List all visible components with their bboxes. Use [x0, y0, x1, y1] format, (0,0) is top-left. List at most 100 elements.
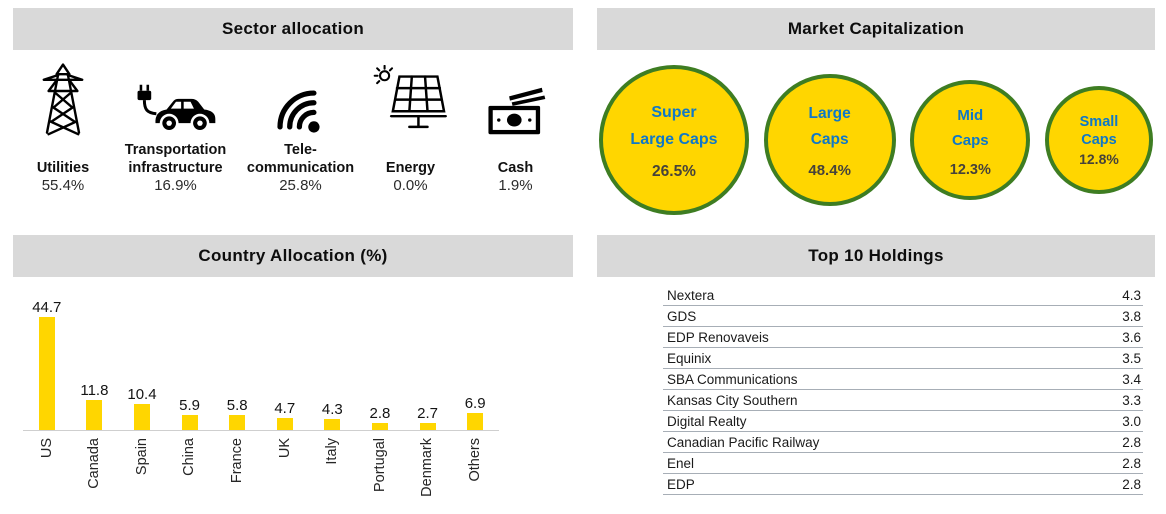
sector-item-percent: 1.9%: [498, 177, 533, 194]
bar-uk: [276, 418, 293, 430]
holding-row-edp: EDP 2.8: [663, 474, 1143, 495]
country-allocation-header: Country Allocation (%): [13, 235, 573, 277]
holding-row-gds: GDS 3.8: [663, 306, 1143, 327]
bar-portugal: [371, 423, 388, 430]
bar-value-label: 11.8: [80, 382, 109, 399]
bubble-percent: 12.8%: [1079, 151, 1119, 168]
holding-row-enel: Enel 2.8: [663, 453, 1143, 474]
sector-item-label: Energy: [385, 159, 436, 176]
top-holdings-table: Nextera 4.3 GDS 3.8 EDP Renovaveis 3.6 Equinix…: [663, 285, 1143, 495]
sector-item-label: Cash: [497, 159, 534, 176]
x-axis-label-us: US: [38, 438, 55, 459]
holding-row-sba-communications: SBA Communications 3.4: [663, 369, 1143, 390]
x-axis-label-china: China: [181, 438, 198, 476]
market-capitalization-panel: Market Capitalization Super Large Caps 26.…: [597, 8, 1155, 230]
bubble-label: Small Caps: [1079, 113, 1119, 148]
holding-row-kansas-city-southern: Kansas City Southern 3.3: [663, 390, 1143, 411]
bubble-percent: 12.3%: [949, 161, 991, 178]
holding-name: Digital Realty: [667, 413, 747, 429]
holding-weight: 3.5: [1122, 350, 1141, 366]
x-axis-label-spain: Spain: [133, 438, 150, 476]
sector-items-row: Utilities 55.4% Transportation infrastructu…: [13, 50, 573, 195]
bar-value-label: 44.7: [32, 299, 62, 316]
bar-value-label: 4.7: [274, 400, 296, 417]
bar-spain: [133, 404, 150, 430]
holding-weight: 4.3: [1122, 287, 1141, 303]
bar-denmark: [419, 423, 436, 430]
bubble-label: Mid Caps: [951, 106, 989, 150]
bar-slot-italy: 4.3: [309, 401, 357, 430]
holding-name: Kansas City Southern: [667, 392, 798, 408]
bar-value-label: 4.3: [321, 401, 343, 418]
bubble-label: Large Caps: [808, 104, 851, 148]
transmission-tower-icon: [39, 62, 87, 136]
bar-slot-uk: 4.7: [261, 400, 309, 430]
sector-item-percent: 55.4%: [41, 177, 85, 194]
holding-weight: 2.8: [1122, 434, 1141, 450]
top-holdings-panel: Top 10 Holdings Nextera 4.3 GDS 3.8 EDP Reno…: [597, 235, 1155, 495]
sector-item-percent: 25.8%: [279, 177, 322, 194]
bubble-label: Super Large Caps: [630, 103, 718, 148]
sector-item-percent: 16.9%: [154, 177, 197, 194]
bar-slot-france: 5.8: [213, 397, 261, 430]
sector-item-utilities: Utilities 55.4%: [13, 50, 113, 195]
top-holdings-header: Top 10 Holdings: [597, 235, 1155, 277]
bar-slot-canada: 11.8: [71, 382, 119, 430]
bar-value-label: 2.8: [369, 405, 391, 422]
sector-allocation-header: Sector allocation: [13, 8, 573, 50]
bar-slot-portugal: 2.8: [356, 405, 404, 430]
sector-item-tele-communication: Tele-communication 25.8%: [238, 50, 363, 195]
bar-others: [467, 413, 484, 430]
x-axis-label-portugal: Portugal: [371, 438, 388, 493]
bar-value-label: 2.7: [417, 405, 438, 422]
bar-value-label: 5.8: [226, 397, 248, 414]
country-allocation-bar-chart: 44.7 11.8 10.4 5.9 5.8 4.7 4.3 2.8 2.7 6.9 US Cana…: [23, 298, 499, 513]
x-axis-label-france: France: [228, 438, 245, 484]
sector-item-label: Transportation infrastructure: [124, 141, 227, 176]
bar-value-label: 6.9: [464, 395, 486, 412]
solar-panel-icon: [373, 65, 449, 136]
holding-name: GDS: [667, 308, 697, 324]
country-allocation-panel: Country Allocation (%) 44.7 11.8 10.4 5.9 5.…: [13, 235, 573, 513]
top-holdings-title: Top 10 Holdings: [808, 246, 944, 265]
bar-china: [181, 415, 198, 430]
market-capitalization-title: Market Capitalization: [787, 19, 965, 38]
sector-item-energy: Energy 0.0%: [363, 50, 458, 195]
x-axis-label-canada: Canada: [86, 438, 103, 489]
electric-car-icon: [133, 83, 219, 136]
holding-name: SBA Communications: [667, 371, 798, 387]
x-axis-label-others: Others: [466, 438, 483, 482]
bar-us: [38, 317, 55, 430]
holding-row-digital-realty: Digital Realty 3.0: [663, 411, 1143, 432]
bar-value-label: 5.9: [179, 397, 200, 414]
market-cap-bubbles-row: Super Large Caps 26.5% Large Caps 48.4% Mid Cap…: [597, 50, 1155, 230]
holding-name: Canadian Pacific Railway: [667, 434, 820, 450]
holding-name: Nextera: [667, 287, 715, 303]
holding-weight: 2.8: [1122, 455, 1141, 471]
bar-canada: [86, 400, 103, 430]
sector-item-transportation-infrastructure: Transportation infrastructure 16.9%: [113, 50, 238, 195]
sector-allocation-panel: Sector allocation Utilities 55.4% Transpor…: [13, 8, 573, 195]
market-capitalization-header: Market Capitalization: [597, 8, 1155, 50]
holding-row-edp-renovaveis: EDP Renovaveis 3.6: [663, 327, 1143, 348]
holding-name: EDP Renovaveis: [667, 329, 769, 345]
holding-name: EDP: [667, 476, 695, 492]
holding-weight: 3.3: [1122, 392, 1141, 408]
holding-name: Equinix: [667, 350, 712, 366]
bar-slot-china: 5.9: [166, 397, 214, 430]
holding-row-equinix: Equinix 3.5: [663, 348, 1143, 369]
holding-weight: 3.0: [1122, 413, 1141, 429]
bar-x-axis-labels: US Canada Spain China France UK Italy Portugal D…: [23, 431, 499, 513]
bar-italy: [324, 419, 341, 430]
x-axis-label-denmark: Denmark: [419, 438, 436, 497]
sector-item-label: Tele-communication: [246, 141, 355, 176]
bubble-mid-caps: Mid Caps 12.3%: [910, 80, 1031, 200]
country-allocation-title: Country Allocation (%): [198, 246, 388, 265]
bubble-super-large-caps: Super Large Caps 26.5%: [599, 65, 749, 215]
x-axis-label-uk: UK: [276, 438, 293, 459]
holding-weight: 3.6: [1122, 329, 1141, 345]
signal-waves-icon: [276, 84, 326, 136]
bar-slot-us: 44.7: [23, 299, 71, 430]
holding-row-canadian-pacific-railway: Canadian Pacific Railway 2.8: [663, 432, 1143, 453]
sector-item-label: Utilities: [36, 159, 90, 176]
